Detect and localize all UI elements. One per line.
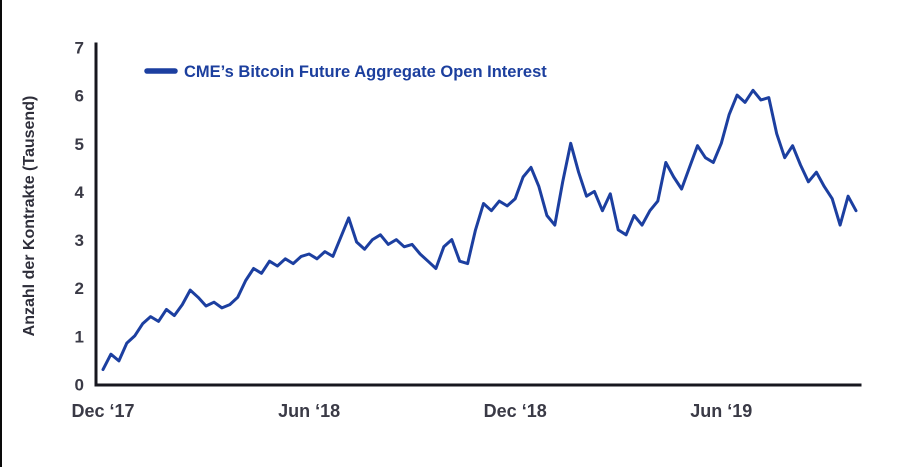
y-tick-label: 0	[75, 376, 84, 395]
y-tick-label: 1	[75, 327, 84, 346]
x-tick-label: Dec ‘18	[484, 401, 547, 421]
y-tick-label: 5	[75, 135, 84, 154]
y-axis-title: Anzahl der Kontrakte (Tausend)	[21, 96, 38, 337]
y-tick-label: 3	[75, 231, 84, 250]
legend: CME’s Bitcoin Future Aggregate Open Inte…	[144, 63, 547, 81]
x-tick-label: Dec ‘17	[71, 401, 134, 421]
y-tick-label: 4	[75, 183, 85, 202]
x-tick-label: Jun ‘18	[278, 401, 340, 421]
y-tick-label: 6	[75, 87, 84, 106]
legend-label: CME’s Bitcoin Future Aggregate Open Inte…	[184, 63, 547, 81]
y-tick-label: 2	[75, 279, 84, 298]
page-left-border	[0, 0, 2, 467]
open-interest-series-line	[101, 88, 858, 372]
x-tick-label: Jun ‘19	[690, 401, 752, 421]
y-tick-label: 7	[75, 39, 84, 58]
